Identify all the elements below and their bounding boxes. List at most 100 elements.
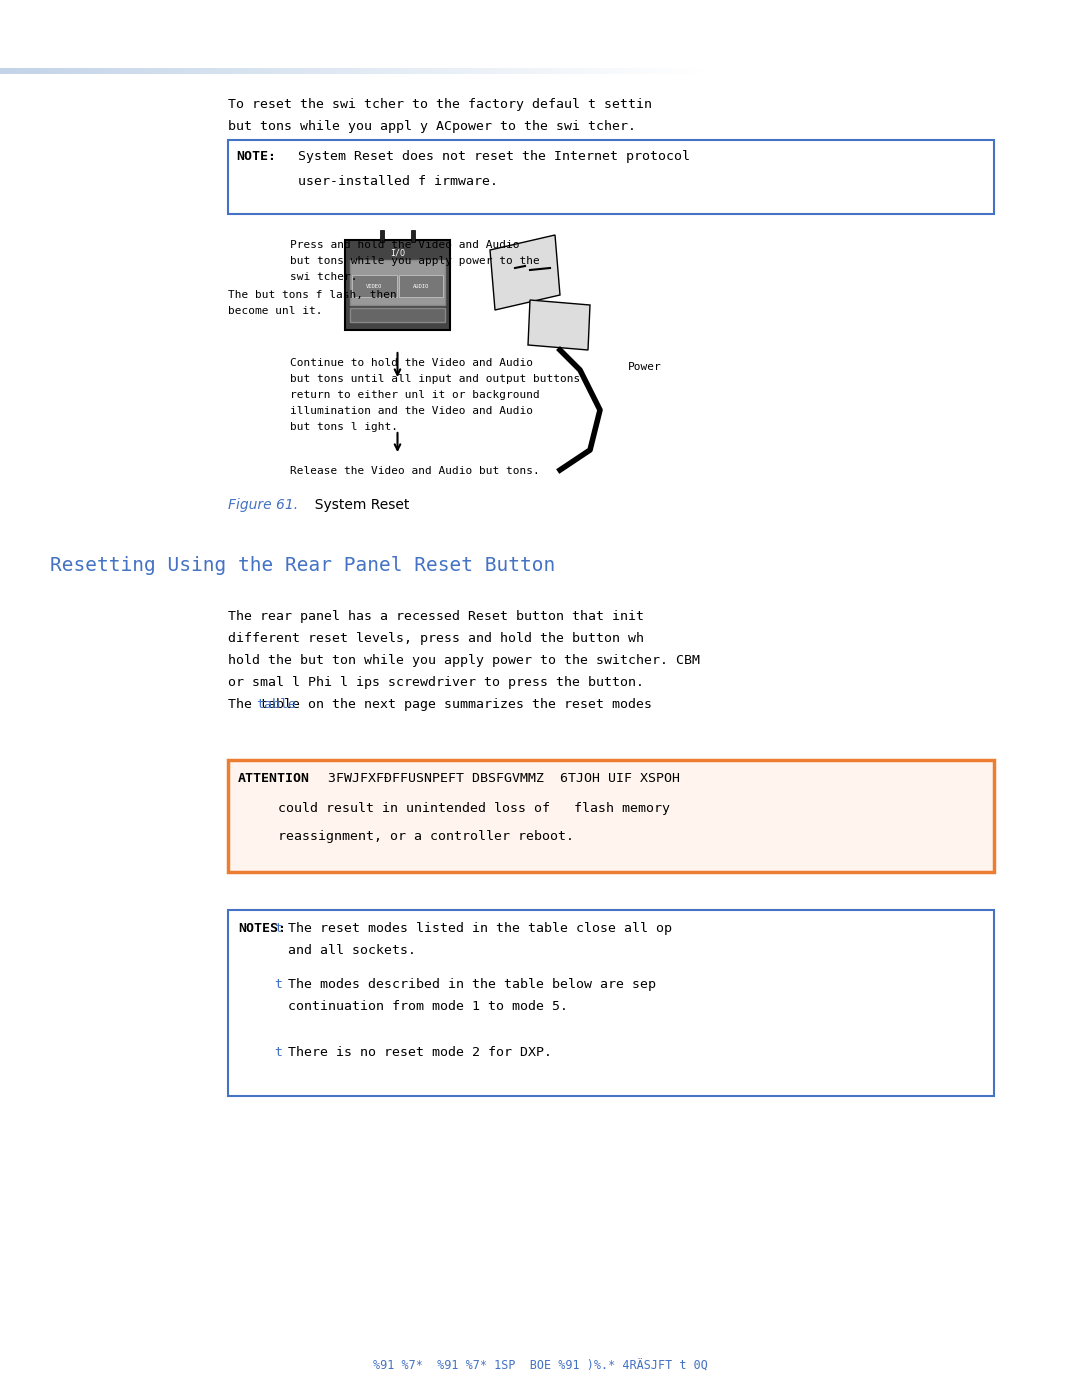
Bar	[381, 68, 386, 74]
Bar	[688, 68, 691, 74]
Bar	[778, 68, 781, 74]
Text: but tons while you appl y ACpower to the swi tcher.: but tons while you appl y ACpower to the…	[228, 120, 636, 133]
Bar	[62, 68, 65, 74]
Bar	[1062, 68, 1066, 74]
Bar	[248, 68, 252, 74]
Text: and all sockets.: and all sockets.	[288, 944, 416, 957]
Bar	[475, 68, 478, 74]
Bar	[983, 68, 986, 74]
Bar	[846, 68, 850, 74]
Bar	[350, 307, 445, 321]
Bar	[756, 68, 759, 74]
Bar	[65, 68, 68, 74]
Text: but tons until all input and output buttons: but tons until all input and output butt…	[291, 374, 580, 384]
Bar	[975, 68, 980, 74]
Text: 3FWJFXFÐFFUSNPEFT DBSFGVMMZ  6TJOH UIF XSPOH: 3FWJFXFÐFFUSNPEFT DBSFGVMMZ 6TJOH UIF XS…	[328, 773, 680, 785]
Bar	[543, 68, 548, 74]
Bar	[68, 68, 72, 74]
Bar	[529, 68, 532, 74]
Bar	[990, 68, 994, 74]
Bar	[896, 68, 900, 74]
Bar	[364, 68, 367, 74]
Bar	[1058, 68, 1062, 74]
Bar	[640, 68, 645, 74]
Bar	[839, 68, 842, 74]
Bar	[551, 68, 554, 74]
Bar	[11, 68, 14, 74]
Bar	[375, 68, 378, 74]
Bar	[187, 68, 191, 74]
Bar	[180, 68, 184, 74]
Bar	[1029, 68, 1034, 74]
Text: Figure 61.: Figure 61.	[228, 497, 298, 511]
Bar	[270, 68, 273, 74]
Bar	[46, 68, 51, 74]
Bar	[802, 68, 807, 74]
Text: NOTES:: NOTES:	[238, 922, 286, 935]
Text: Resetting Using the Rear Panel Reset Button: Resetting Using the Rear Panel Reset But…	[50, 556, 555, 576]
Bar	[684, 68, 688, 74]
Bar	[173, 68, 176, 74]
Bar	[821, 68, 824, 74]
Bar	[108, 68, 111, 74]
Bar	[111, 68, 116, 74]
Bar	[454, 68, 457, 74]
Text: The reset modes listed in the table close all op: The reset modes listed in the table clos…	[288, 922, 672, 935]
Bar	[694, 68, 699, 74]
Text: t: t	[274, 922, 282, 935]
Bar	[228, 140, 994, 214]
Text: t: t	[274, 978, 282, 990]
Bar	[72, 68, 76, 74]
Text: different reset levels, press and hold the button wh: different reset levels, press and hold t…	[228, 631, 644, 645]
Bar	[774, 68, 778, 74]
Bar	[3, 68, 8, 74]
Bar	[386, 68, 389, 74]
Bar	[940, 68, 943, 74]
Bar	[299, 68, 302, 74]
Bar	[228, 909, 994, 1097]
Bar	[228, 760, 994, 872]
Bar	[396, 68, 400, 74]
Bar	[1034, 68, 1037, 74]
Bar	[781, 68, 785, 74]
Bar	[162, 68, 165, 74]
Bar	[605, 68, 608, 74]
Text: System Reset: System Reset	[306, 497, 409, 511]
Bar	[424, 68, 429, 74]
Bar	[745, 68, 748, 74]
Bar	[410, 68, 414, 74]
Bar	[716, 68, 720, 74]
Bar	[76, 68, 79, 74]
Bar	[904, 68, 907, 74]
Bar	[130, 68, 133, 74]
Bar	[864, 68, 867, 74]
Bar	[648, 68, 651, 74]
Bar	[407, 68, 410, 74]
Bar	[392, 68, 396, 74]
Bar	[227, 68, 230, 74]
Bar	[748, 68, 753, 74]
Bar	[489, 68, 494, 74]
Bar	[57, 68, 62, 74]
Bar	[14, 68, 18, 74]
Bar	[1055, 68, 1058, 74]
Bar	[90, 68, 94, 74]
Bar	[602, 68, 605, 74]
Bar	[468, 68, 472, 74]
Bar	[792, 68, 796, 74]
Bar	[964, 68, 969, 74]
Bar	[483, 68, 486, 74]
Bar	[673, 68, 677, 74]
Bar	[540, 68, 543, 74]
Bar	[799, 68, 802, 74]
Bar	[97, 68, 100, 74]
Text: become unl it.: become unl it.	[228, 306, 323, 316]
Bar	[969, 68, 972, 74]
Bar	[504, 68, 508, 74]
Text: ATTENTION: ATTENTION	[238, 773, 310, 785]
Bar	[321, 68, 324, 74]
Bar	[338, 68, 342, 74]
Bar	[569, 68, 572, 74]
Bar	[252, 68, 256, 74]
Text: table: table	[256, 698, 296, 711]
